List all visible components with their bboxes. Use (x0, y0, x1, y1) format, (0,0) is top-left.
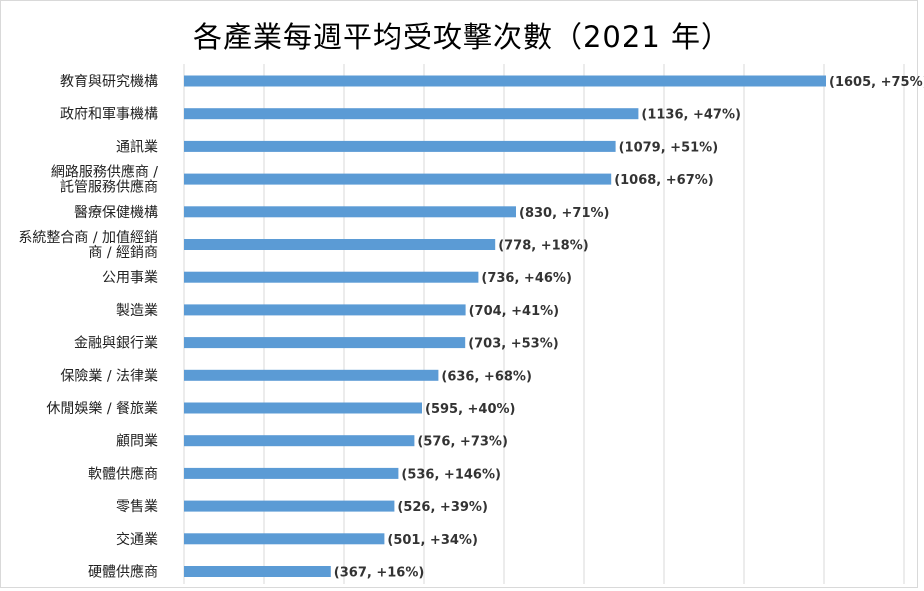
bar (184, 206, 516, 218)
bar (184, 369, 439, 381)
data-label: (576, +73%) (417, 435, 508, 450)
category-label: 政府和軍事機構 (60, 107, 158, 123)
category-label: 商 / 經銷商 (88, 245, 158, 261)
category-label: 網路服務供應商 / (51, 164, 158, 181)
bar (184, 533, 385, 545)
data-label: (830, +71%) (519, 206, 610, 221)
bar (184, 75, 826, 87)
bar (184, 108, 639, 120)
category-label: 交通業 (116, 531, 158, 548)
data-label: (778, +18%) (498, 239, 589, 254)
category-label: 保險業 / 法律業 (60, 368, 158, 384)
bar (184, 402, 422, 414)
data-label: (704, +41%) (469, 304, 559, 319)
category-label: 金融與銀行業 (74, 336, 158, 352)
bar (184, 467, 399, 479)
bar (184, 173, 612, 185)
data-label: (526, +39%) (397, 500, 488, 515)
data-label: (536, +146%) (401, 467, 501, 482)
data-label: (736, +46%) (481, 271, 572, 286)
category-label: 公用事業 (102, 270, 158, 286)
bar (184, 239, 496, 250)
data-label: (1079, +51%) (619, 140, 719, 155)
data-label: (367, +16%) (334, 566, 425, 581)
bar (184, 271, 479, 283)
category-label: 醫療保健機構 (74, 204, 158, 221)
category-label: 軟體供應商 (88, 465, 158, 482)
category-label: 製造業 (116, 303, 158, 319)
data-label: (636, +68%) (441, 369, 532, 384)
bar (184, 304, 466, 316)
data-label: (595, +40%) (425, 402, 516, 417)
bar (184, 337, 466, 349)
bar (184, 435, 415, 447)
bar (184, 500, 395, 512)
data-label: (501, +34%) (387, 533, 478, 548)
category-label: 託管服務供應商 (60, 179, 158, 196)
data-label: (1136, +47%) (641, 108, 741, 123)
data-label: (1605, +75%) (829, 75, 924, 90)
category-label: 零售業 (116, 499, 158, 515)
category-label: 通訊業 (116, 139, 158, 155)
bar (184, 566, 331, 577)
data-label: (1068, +67%) (614, 173, 714, 188)
category-label: 顧問業 (116, 434, 158, 450)
category-label: 休閒娛樂 / 餐旅業 (46, 400, 158, 417)
category-label: 系統整合商 / 加值經銷 (18, 230, 158, 246)
data-label: (703, +53%) (468, 337, 559, 352)
category-label: 硬體供應商 (88, 564, 158, 581)
chart-title: 各產業每週平均受攻擊次數（2021 年） (192, 20, 732, 54)
category-label: 教育與研究機構 (60, 74, 158, 90)
bar (184, 140, 616, 152)
